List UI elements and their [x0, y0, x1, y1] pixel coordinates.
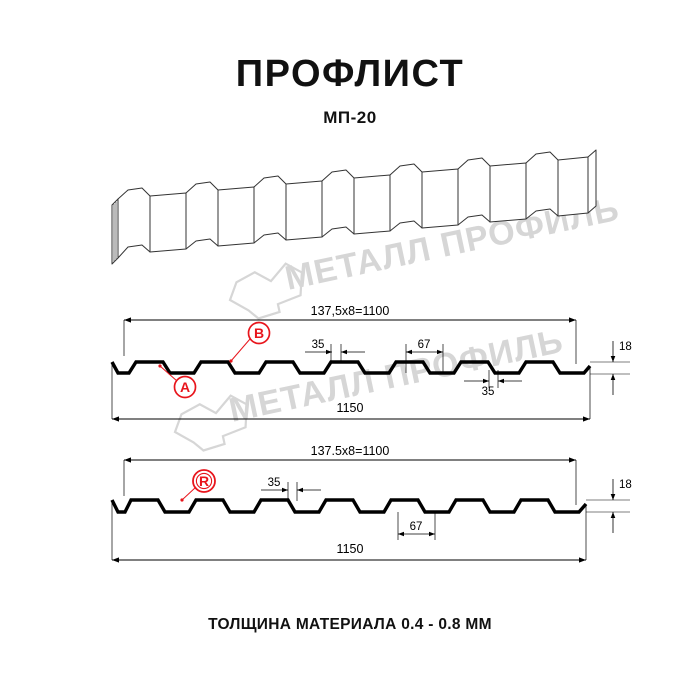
metall-profil-logo-icon: [228, 262, 303, 320]
page-title: ПРОФЛИСТ: [235, 53, 465, 95]
dim-label-flat-top-r: 35: [268, 477, 281, 489]
title-block: ПРОФЛИСТ МП-20: [0, 52, 700, 128]
profile-outline-r: [110, 498, 588, 514]
callout-marker-r-label: R: [199, 473, 209, 489]
dim-flat-bottom-a: [464, 370, 522, 388]
dim-flat-top-r: [261, 482, 321, 501]
callout-marker-r: R: [180, 469, 216, 502]
section-view-r: 137.5x8=1100 R 35: [110, 444, 632, 563]
dim-label-top-a: 137,5x8=1100: [311, 304, 390, 318]
dim-height-r: [586, 479, 630, 533]
profile-outline-a: [110, 360, 592, 375]
dim-label-height-a: 18: [619, 341, 632, 353]
watermark-text-lower: МЕТАЛЛ ПРОФИЛЬ: [226, 322, 567, 430]
dim-rib-a: [405, 344, 444, 373]
page-subtitle: МП-20: [323, 108, 377, 127]
isometric-profile-sheet: [111, 149, 597, 265]
metall-profil-logo-icon-2: [173, 394, 248, 452]
dim-bottom-r: [111, 500, 587, 563]
dim-top-r: [123, 457, 577, 505]
dim-rib-r: [397, 512, 436, 540]
dim-label-rib-r: 67: [410, 521, 423, 533]
callout-marker-a: A: [158, 364, 197, 399]
dim-label-flat-top-a: 35: [312, 339, 325, 351]
callout-marker-a-label: A: [180, 379, 190, 395]
watermark-lower: МЕТАЛЛ ПРОФИЛЬ: [173, 322, 567, 452]
dim-flat-top-a: [305, 344, 365, 363]
dim-label-height-r: 18: [619, 479, 632, 491]
dim-label-bottom-r: 1150: [337, 542, 364, 556]
section-view-a: 137,5x8=1100 B A 35: [110, 304, 632, 422]
callout-marker-b-label: B: [254, 325, 264, 341]
callout-marker-b: B: [229, 321, 271, 363]
dim-label-top-r: 137.5x8=1100: [311, 444, 390, 458]
material-thickness-note: ТОЛЩИНА МАТЕРИАЛА 0.4 - 0.8 ММ: [208, 616, 492, 633]
dim-bottom-a: [111, 362, 591, 422]
dim-label-rib-a: 67: [418, 339, 431, 351]
dim-label-flat-bottom-a: 35: [482, 386, 495, 398]
dim-top-a: [123, 317, 577, 364]
dim-height-a: [590, 341, 630, 395]
dim-label-bottom-a: 1150: [337, 401, 364, 415]
